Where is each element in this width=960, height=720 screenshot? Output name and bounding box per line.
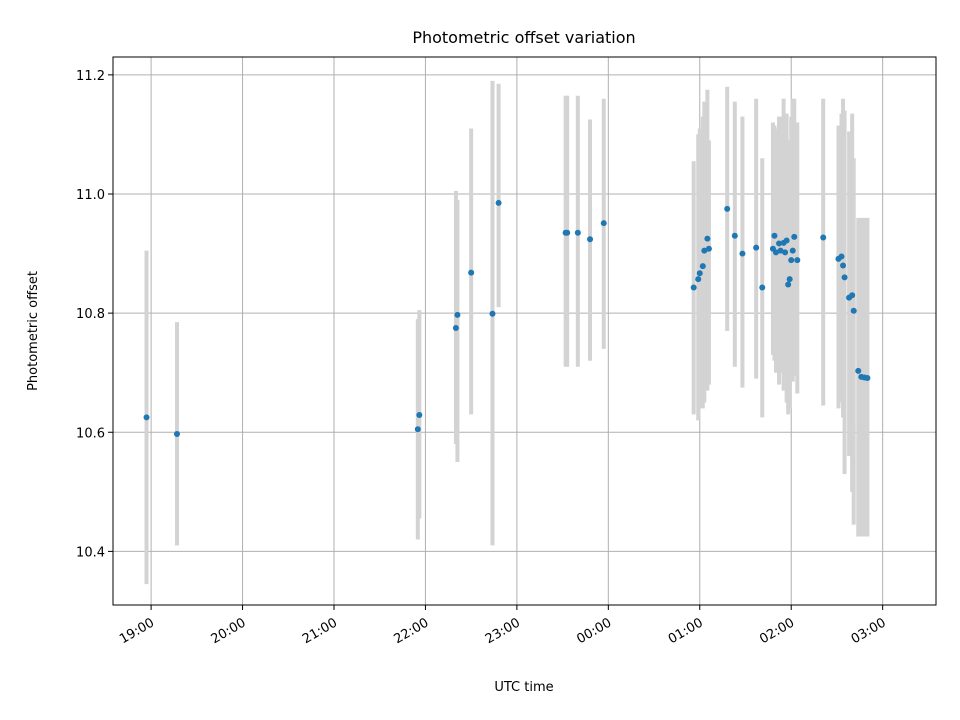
data-point [759, 284, 766, 291]
data-point [705, 245, 712, 252]
data-point [724, 205, 731, 212]
plot-frame [112, 56, 937, 606]
data-point [788, 257, 795, 264]
data-point [699, 263, 706, 270]
x-tick-label: 20:00 [209, 615, 249, 647]
data-point [864, 375, 871, 382]
data-point [841, 274, 848, 281]
grid-layer [113, 57, 936, 605]
data-point [855, 367, 862, 374]
data-point [454, 311, 461, 318]
data-point [739, 250, 746, 257]
x-tick-label: 01:00 [666, 615, 706, 647]
data-point [600, 220, 607, 227]
x-tick-label: 03:00 [849, 615, 889, 647]
x-tick-label: 23:00 [483, 615, 523, 647]
data-point [791, 233, 798, 240]
data-point [489, 310, 496, 317]
data-point [574, 229, 581, 236]
data-point [789, 247, 796, 254]
data-point [794, 257, 801, 264]
data-point [786, 276, 793, 283]
data-point [695, 276, 702, 283]
x-tick-label: 02:00 [757, 615, 797, 647]
data-point [587, 236, 594, 243]
data-point [783, 237, 790, 244]
data-point [753, 244, 760, 251]
x-tick-label: 21:00 [300, 615, 340, 647]
data-point [495, 199, 502, 206]
data-point [785, 281, 792, 288]
y-tick-label: 10.4 [76, 545, 105, 560]
x-tick-label: 19:00 [117, 615, 157, 647]
y-tick-label: 11.2 [76, 69, 105, 84]
data-point [850, 307, 857, 314]
data-point [731, 232, 738, 239]
data-point [820, 234, 827, 241]
data-point [840, 262, 847, 269]
data-point [690, 284, 697, 291]
tick-layer: 19:00 20:00 21:00 22:00 23:00 00:00 01:00 02:00… [76, 69, 889, 647]
data-point [782, 249, 789, 256]
data-point-layer [143, 199, 871, 438]
chart-title: Photometric offset variation [412, 28, 635, 47]
y-axis-label: Photometric offset [26, 271, 41, 391]
data-point [776, 240, 783, 247]
data-point [143, 414, 150, 421]
x-tick-label: 22:00 [391, 615, 431, 647]
x-tick-label: 00:00 [574, 615, 614, 647]
y-tick-label: 11.0 [76, 188, 105, 203]
data-point [696, 270, 703, 277]
data-point [849, 292, 856, 299]
data-point [452, 325, 459, 332]
data-point [701, 247, 708, 254]
data-point [771, 232, 778, 239]
errorbar-layer [144, 80, 870, 585]
data-point [174, 431, 181, 438]
y-tick-label: 10.8 [76, 307, 105, 322]
data-point [564, 229, 571, 236]
data-point [838, 253, 845, 260]
data-point [414, 426, 421, 433]
data-point [704, 235, 711, 242]
y-tick-label: 10.6 [76, 426, 105, 441]
data-point [468, 269, 475, 276]
data-point [777, 247, 784, 254]
x-axis-label: UTC time [494, 680, 553, 695]
data-point [416, 411, 423, 418]
data-point [772, 249, 779, 256]
